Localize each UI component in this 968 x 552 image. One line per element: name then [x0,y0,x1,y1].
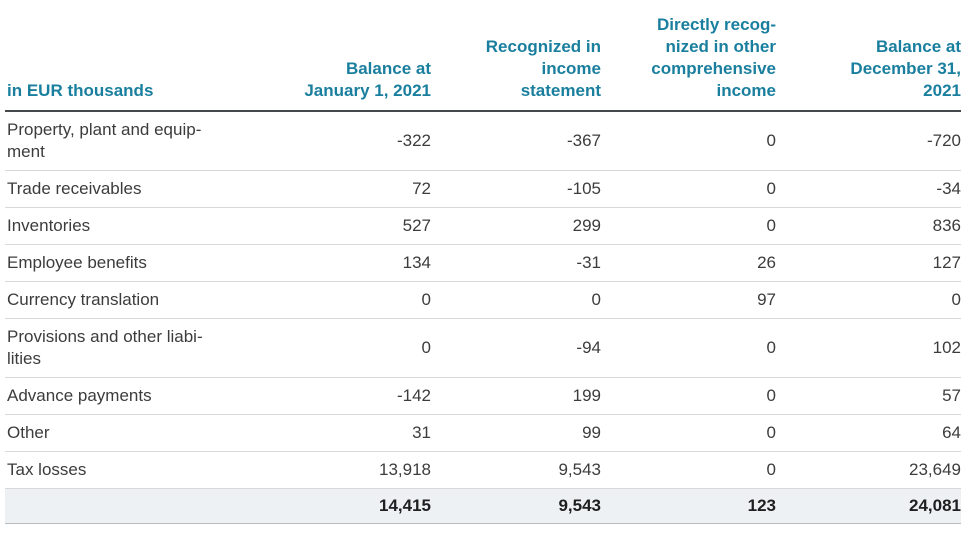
row-value: 0 [601,170,776,208]
row-value: 72 [251,170,431,208]
row-value: 13,918 [251,451,431,489]
row-value: -367 [431,111,601,171]
table-row-provisions-other-liabilities: Provisions and other liabi- lities 0 -94… [5,318,961,378]
row-value: 102 [776,318,961,378]
row-value: 127 [776,244,961,282]
row-label: Provisions and other liabi- lities [5,318,251,378]
row-value: 99 [431,414,601,452]
row-value: 0 [601,414,776,452]
row-value: 9,543 [431,451,601,489]
row-value: -105 [431,170,601,208]
row-label: Trade receivables [5,170,251,208]
unit-label: in EUR thousands [5,14,251,112]
total-value: 14,415 [251,488,431,524]
row-label: Property, plant and equip- ment [5,111,251,171]
row-label: Advance payments [5,377,251,415]
table-body: Property, plant and equip- ment -322 -36… [5,111,961,524]
row-label: Employee benefits [5,244,251,282]
row-value: 199 [431,377,601,415]
column-header-balance-dec: Balance at December 31, 2021 [776,14,961,112]
column-header-income-statement: Recognized in income statement [431,14,601,112]
row-value: 23,649 [776,451,961,489]
row-value: 836 [776,207,961,245]
row-value: -720 [776,111,961,171]
row-value: -94 [431,318,601,378]
table-row-advance-payments: Advance payments -142 199 0 57 [5,377,961,415]
row-value: 0 [601,207,776,245]
table-row-tax-losses: Tax losses 13,918 9,543 0 23,649 [5,451,961,489]
row-value: -31 [431,244,601,282]
row-label: Inventories [5,207,251,245]
row-value: 97 [601,281,776,319]
row-value: -322 [251,111,431,171]
row-label: Tax losses [5,451,251,489]
row-value: 0 [431,281,601,319]
row-value: 0 [251,281,431,319]
total-value: 9,543 [431,488,601,524]
row-value: 134 [251,244,431,282]
row-value: 299 [431,207,601,245]
column-header-oci: Directly recog- nized in other comprehen… [601,14,776,112]
row-label: Other [5,414,251,452]
table-row-employee-benefits: Employee benefits 134 -31 26 127 [5,244,961,282]
row-value: -142 [251,377,431,415]
column-header-balance-jan: Balance at January 1, 2021 [251,14,431,112]
deferred-tax-table: in EUR thousands Balance at January 1, 2… [5,14,961,524]
row-value: -34 [776,170,961,208]
table-row-total: 14,415 9,543 123 24,081 [5,488,961,524]
table-row-other: Other 31 99 0 64 [5,414,961,452]
row-value: 0 [601,451,776,489]
row-value: 0 [601,111,776,171]
table-row-trade-receivables: Trade receivables 72 -105 0 -34 [5,170,961,208]
row-value: 0 [251,318,431,378]
table-row-inventories: Inventories 527 299 0 836 [5,207,961,245]
total-label [5,488,251,524]
row-value: 57 [776,377,961,415]
table-row-property-plant-equipment: Property, plant and equip- ment -322 -36… [5,111,961,171]
header-row: in EUR thousands Balance at January 1, 2… [5,14,961,112]
row-value: 64 [776,414,961,452]
row-label: Currency translation [5,281,251,319]
table-header: in EUR thousands Balance at January 1, 2… [5,14,961,112]
row-value: 0 [601,318,776,378]
row-value: 527 [251,207,431,245]
row-value: 0 [601,377,776,415]
row-value: 31 [251,414,431,452]
total-value: 123 [601,488,776,524]
row-value: 0 [776,281,961,319]
table-row-currency-translation: Currency translation 0 0 97 0 [5,281,961,319]
total-value: 24,081 [776,488,961,524]
row-value: 26 [601,244,776,282]
